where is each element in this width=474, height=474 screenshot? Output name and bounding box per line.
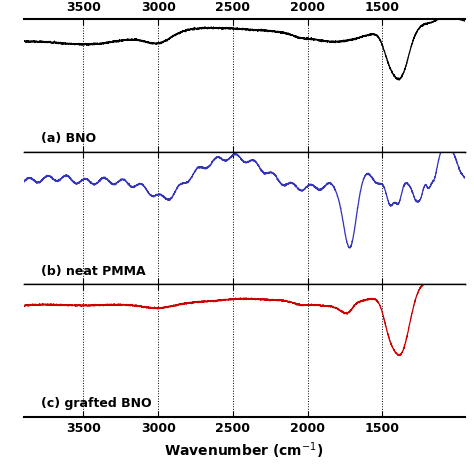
Text: (b) neat PMMA: (b) neat PMMA bbox=[41, 265, 146, 278]
Text: (a) BNO: (a) BNO bbox=[41, 132, 96, 145]
X-axis label: Wavenumber (cm$^{-1}$): Wavenumber (cm$^{-1}$) bbox=[164, 440, 324, 461]
Text: (c) grafted BNO: (c) grafted BNO bbox=[41, 398, 152, 410]
